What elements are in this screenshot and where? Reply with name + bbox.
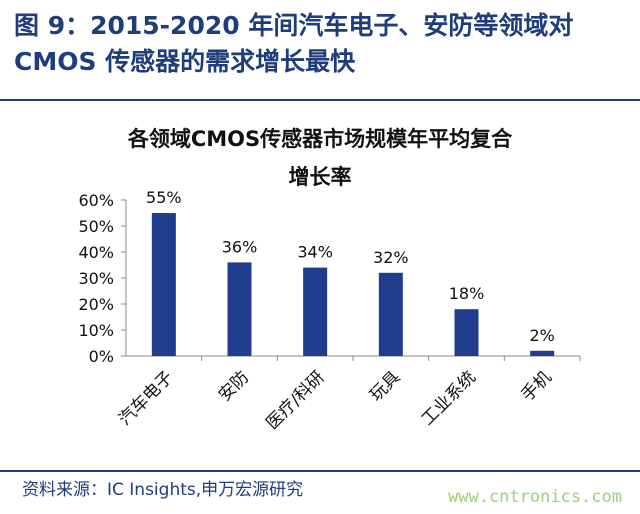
x-tick-label: 工业系统 — [418, 367, 480, 429]
bar — [378, 272, 403, 356]
bar-value-label: 34% — [297, 243, 333, 262]
x-tick-label: 汽车电子 — [115, 367, 177, 429]
title-divider — [0, 99, 640, 101]
data-labels: 55% 36% 34% 32% 18% 2% — [146, 188, 555, 345]
x-tick-label: 安防 — [215, 367, 253, 405]
bar — [151, 213, 176, 356]
figure-title: 图 9：2015-2020 年间汽车电子、安防等领域对 CMOS 传感器的需求增… — [14, 8, 626, 80]
y-tick-label: 20% — [78, 295, 114, 314]
figure-title-line-1: 图 9：2015-2020 年间汽车电子、安防等领域对 — [14, 11, 574, 40]
y-tick-label: 40% — [78, 243, 114, 262]
y-tick-label: 30% — [78, 269, 114, 288]
bar-value-label: 18% — [449, 284, 485, 303]
bar-chart: 0% 10% 20% 30% 40% 50% 60% 汽车电子 安防 医疗/科研 玩具 工业系统 手机… — [78, 188, 581, 434]
bar-value-label: 32% — [373, 248, 409, 267]
x-tick-label: 医疗/科研 — [262, 367, 328, 433]
chart-title-line-2: 增长率 — [288, 165, 352, 189]
chart-title-line-1: 各领域CMOS传感器市场规模年平均复合 — [127, 127, 513, 151]
bar-value-label: 36% — [222, 237, 258, 256]
chart-title: 各领域CMOS传感器市场规模年平均复合 增长率 — [0, 120, 640, 196]
x-axis: 汽车电子 安防 医疗/科研 玩具 工业系统 手机 — [115, 355, 581, 434]
watermark: www.cntronics.com — [448, 487, 622, 507]
y-tick-label: 50% — [78, 217, 114, 236]
bar — [454, 309, 479, 356]
bar — [530, 350, 555, 356]
x-tick-label: 玩具 — [366, 367, 404, 405]
bar — [227, 262, 252, 356]
y-axis: 0% 10% 20% 30% 40% 50% 60% — [78, 191, 127, 366]
y-tick-label: 60% — [78, 191, 114, 210]
bars — [151, 213, 555, 356]
source-note: 资料来源：IC Insights,申万宏源研究 — [22, 480, 304, 500]
bar — [303, 267, 328, 356]
y-tick-label: 10% — [78, 321, 114, 340]
y-tick-label: 0% — [89, 347, 114, 366]
x-tick-label: 手机 — [518, 367, 556, 405]
footer-divider — [0, 470, 640, 472]
bar-value-label: 2% — [529, 326, 554, 345]
bar-value-label: 55% — [146, 188, 182, 207]
figure-title-line-2: CMOS 传感器的需求增长最快 — [14, 47, 356, 76]
